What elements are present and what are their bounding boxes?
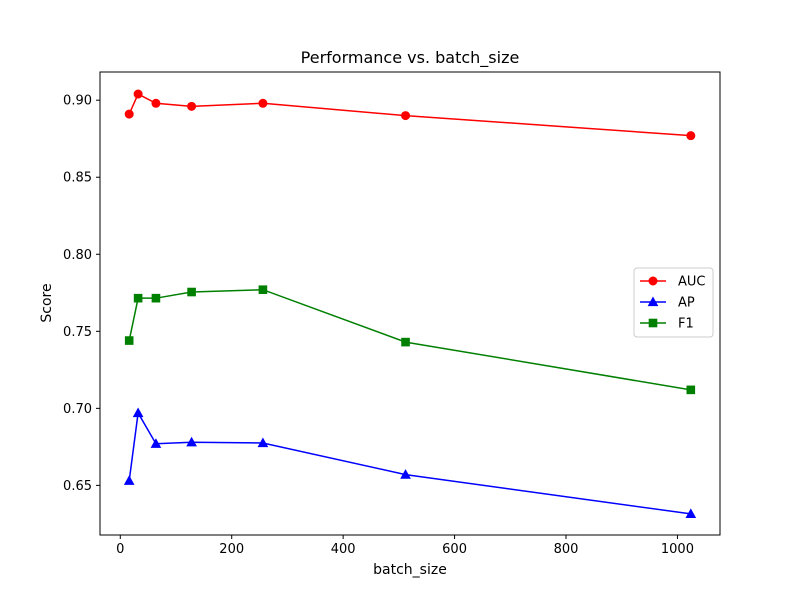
y-tick-label: 0.70 — [63, 402, 92, 417]
y-tick-label: 0.65 — [63, 479, 92, 494]
data-point-ap — [257, 437, 269, 448]
legend-marker-f1 — [648, 318, 658, 328]
legend-label-f1: F1 — [678, 317, 694, 332]
data-point-auc — [686, 131, 696, 141]
series-auc — [124, 89, 696, 141]
legend-label-ap: AP — [678, 296, 695, 311]
legend-marker-ap — [647, 296, 659, 307]
data-point-f1 — [187, 287, 196, 297]
x-tick-label: 200 — [219, 542, 244, 557]
legend-marker-auc — [648, 276, 658, 286]
data-point-ap — [123, 475, 135, 485]
x-axis-label: batch_size — [373, 562, 447, 578]
x-tick-label: 400 — [331, 542, 356, 557]
series-ap — [123, 407, 697, 518]
data-point-f1 — [401, 337, 410, 347]
plot-area — [99, 71, 721, 536]
data-point-auc — [187, 101, 197, 111]
legend: AUC AP F1 — [633, 267, 714, 338]
data-point-f1 — [151, 293, 161, 303]
series-layer — [123, 89, 697, 518]
legend-label-auc: AUC — [678, 275, 706, 290]
data-point-ap — [400, 469, 411, 479]
y-tick-label: 0.75 — [63, 325, 92, 340]
x-tick-label: 600 — [442, 542, 467, 557]
y-tick-label: 0.80 — [63, 248, 92, 263]
y-tick-label: 0.85 — [63, 171, 92, 186]
y-tick-label: 0.90 — [63, 94, 92, 109]
x-tick-label: 1000 — [661, 542, 694, 557]
x-tick-label: 0 — [116, 542, 124, 557]
series-f1 — [124, 285, 696, 395]
y-axis-label: Score — [39, 283, 55, 322]
data-point-auc — [133, 89, 143, 99]
data-point-f1 — [258, 285, 268, 295]
y-axis: 0.65 0.70 0.75 0.80 0.85 0.90 — [63, 94, 100, 494]
data-point-auc — [401, 111, 411, 121]
data-point-f1 — [686, 385, 696, 395]
data-point-ap — [186, 436, 197, 447]
x-tick-label: 800 — [554, 542, 579, 557]
data-point-ap — [685, 508, 697, 518]
plot-frame — [99, 71, 721, 536]
data-point-f1 — [124, 336, 134, 345]
data-point-auc — [258, 98, 268, 108]
chart-title: Performance vs. batch_size — [301, 48, 520, 68]
x-axis: 0 200 400 600 800 1000 — [116, 535, 694, 557]
data-point-f1 — [133, 293, 143, 303]
data-point-auc — [151, 98, 161, 108]
data-point-auc — [124, 109, 134, 119]
data-point-ap — [150, 438, 162, 448]
data-point-ap — [132, 407, 144, 418]
